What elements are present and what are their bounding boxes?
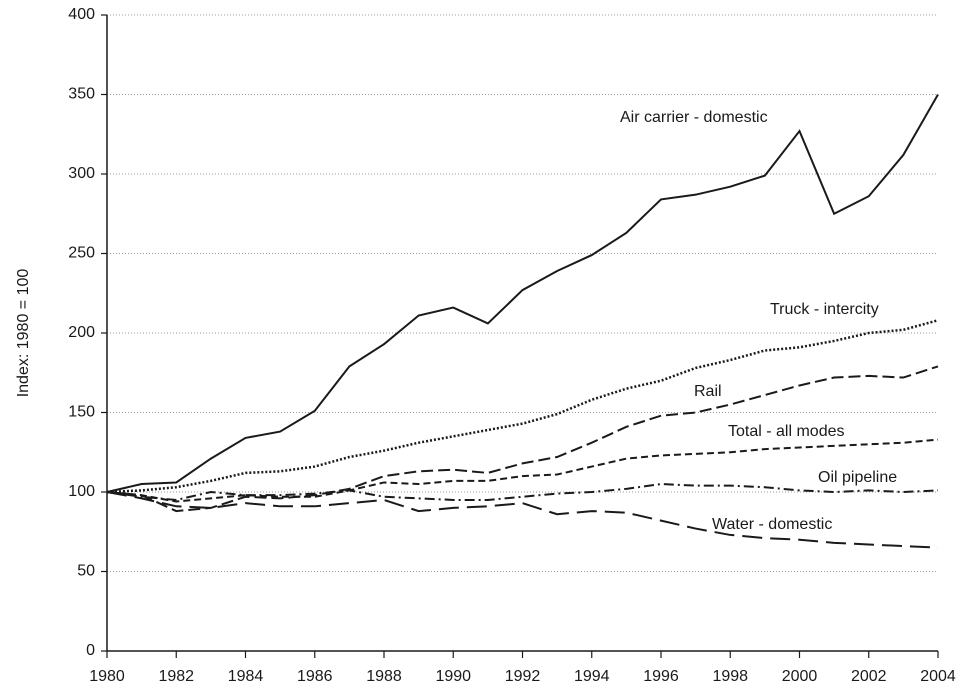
series-label: Rail xyxy=(694,383,722,400)
series-line xyxy=(106,438,939,503)
y-tick-label: 50 xyxy=(77,563,95,580)
series-line xyxy=(106,365,939,513)
y-tick-label: 150 xyxy=(68,404,95,421)
x-tick-label: 1980 xyxy=(89,668,125,685)
x-tick-label: 2002 xyxy=(851,668,887,685)
y-tick-label: 250 xyxy=(68,245,95,262)
series-line xyxy=(106,94,939,493)
y-tick-label: 400 xyxy=(68,6,95,23)
x-tick-label: 1996 xyxy=(643,668,679,685)
x-tick-label: 1992 xyxy=(505,668,541,685)
x-tick-label: 1988 xyxy=(366,668,402,685)
x-tick-label: 1990 xyxy=(435,668,471,685)
x-tick-label: 2000 xyxy=(782,668,818,685)
x-tick-label: 1986 xyxy=(297,668,333,685)
x-tick-label: 2004 xyxy=(920,668,956,685)
series-line xyxy=(106,483,939,501)
series-label: Air carrier - domestic xyxy=(620,109,768,126)
series-label: Oil pipeline xyxy=(818,469,897,486)
series-label: Truck - intercity xyxy=(770,301,879,318)
y-tick-label: 200 xyxy=(68,324,95,341)
x-tick-label: 1998 xyxy=(712,668,748,685)
y-tick-label: 300 xyxy=(68,165,95,182)
y-tick-label: 0 xyxy=(86,642,95,659)
y-tick-label: 100 xyxy=(68,483,95,500)
x-tick-label: 1982 xyxy=(158,668,194,685)
y-axis-label: Index: 1980 = 100 xyxy=(15,269,32,398)
y-tick-label: 350 xyxy=(68,86,95,103)
x-tick-label: 1994 xyxy=(574,668,610,685)
series-label: Water - domestic xyxy=(712,516,832,533)
series-line xyxy=(106,491,939,549)
series-line xyxy=(106,319,939,494)
x-tick-label: 1984 xyxy=(228,668,264,685)
series-label: Total - all modes xyxy=(728,423,845,440)
